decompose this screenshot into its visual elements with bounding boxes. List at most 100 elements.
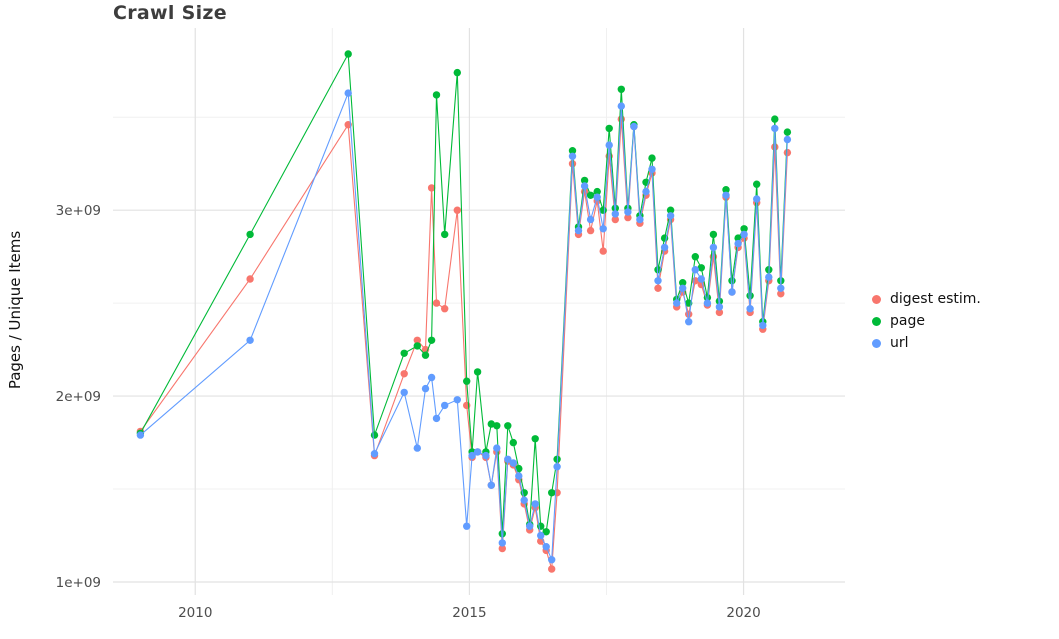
data-point (586, 226, 595, 235)
data-point (568, 152, 577, 160)
data-point (413, 336, 421, 344)
data-point (648, 165, 656, 173)
data-point (400, 349, 408, 357)
data-point (654, 277, 662, 285)
data-point (136, 431, 145, 439)
data-point (617, 115, 625, 123)
data-point (453, 206, 461, 214)
data-point (441, 401, 449, 410)
data-point (553, 463, 561, 471)
data-point (753, 195, 761, 203)
data-point (624, 208, 632, 216)
data-point (783, 128, 792, 136)
data-point (753, 180, 761, 188)
data-point (427, 184, 436, 192)
data-point (246, 230, 254, 239)
data-point (691, 253, 699, 261)
data-point (580, 176, 589, 185)
data-point (453, 396, 461, 404)
data-point (777, 284, 785, 292)
data-point (542, 543, 550, 551)
data-point (520, 496, 528, 504)
data-point (666, 212, 675, 220)
data-point (593, 193, 601, 201)
data-point (746, 305, 754, 313)
legend-label-page: page (890, 313, 925, 329)
data-point (548, 565, 556, 573)
legend-dot-2 (872, 338, 881, 348)
data-point (498, 544, 506, 553)
data-point (531, 500, 539, 508)
legend: digest estim. page url (872, 288, 981, 354)
data-point (400, 388, 408, 397)
data-point (453, 68, 461, 77)
data-point (498, 539, 506, 547)
data-point (515, 472, 523, 480)
data-point (580, 182, 589, 190)
data-point (432, 91, 441, 99)
data-point (509, 438, 517, 447)
data-point (703, 299, 712, 307)
data-point (666, 206, 675, 214)
data-point (734, 239, 742, 248)
data-point (568, 147, 577, 155)
data-point (624, 213, 632, 222)
data-point (673, 299, 681, 307)
data-point (482, 451, 490, 460)
data-point (611, 215, 619, 224)
legend-label-url: url (890, 335, 909, 351)
data-point (421, 351, 430, 359)
data-point (722, 191, 730, 199)
data-point (771, 115, 779, 123)
data-point (593, 187, 601, 196)
x-tick-label: 2010 (178, 605, 212, 621)
data-point (728, 288, 736, 296)
data-point (691, 266, 699, 274)
data-point (526, 522, 534, 530)
data-point (777, 290, 785, 298)
data-point (427, 373, 436, 382)
data-point (548, 489, 556, 497)
data-point (654, 284, 662, 292)
data-point (599, 225, 607, 233)
data-point (636, 215, 644, 224)
data-point (648, 154, 656, 162)
data-point (771, 143, 779, 151)
data-point (432, 299, 441, 307)
data-point (427, 336, 436, 344)
data-point (765, 273, 773, 281)
data-point (679, 284, 687, 292)
data-point (611, 210, 619, 218)
data-point (586, 191, 595, 199)
series-line-page (139, 52, 788, 534)
y-tick-label: 3e+09 (56, 203, 101, 219)
chart-title: Crawl Size (113, 2, 227, 24)
data-point (783, 135, 792, 144)
data-point (537, 531, 545, 540)
legend-label-digest-estim: digest estim. (890, 291, 981, 307)
data-point (605, 141, 613, 149)
data-point (746, 292, 754, 300)
legend-item-url: url (872, 332, 981, 354)
data-point (586, 215, 595, 224)
data-point (441, 230, 449, 239)
data-point (413, 444, 421, 452)
data-point (599, 247, 607, 255)
data-point (617, 102, 625, 110)
data-point (344, 50, 352, 58)
x-tick-label: 2015 (452, 605, 486, 621)
data-point (759, 321, 767, 330)
data-point (509, 459, 517, 467)
data-point (370, 450, 379, 458)
data-point (493, 444, 501, 452)
data-point (463, 377, 471, 385)
data-point (344, 89, 352, 97)
data-point (709, 243, 718, 252)
x-tick-label: 2020 (726, 605, 760, 621)
data-point (421, 384, 430, 393)
data-point (400, 370, 408, 378)
data-point (740, 225, 748, 233)
data-point (504, 455, 512, 463)
